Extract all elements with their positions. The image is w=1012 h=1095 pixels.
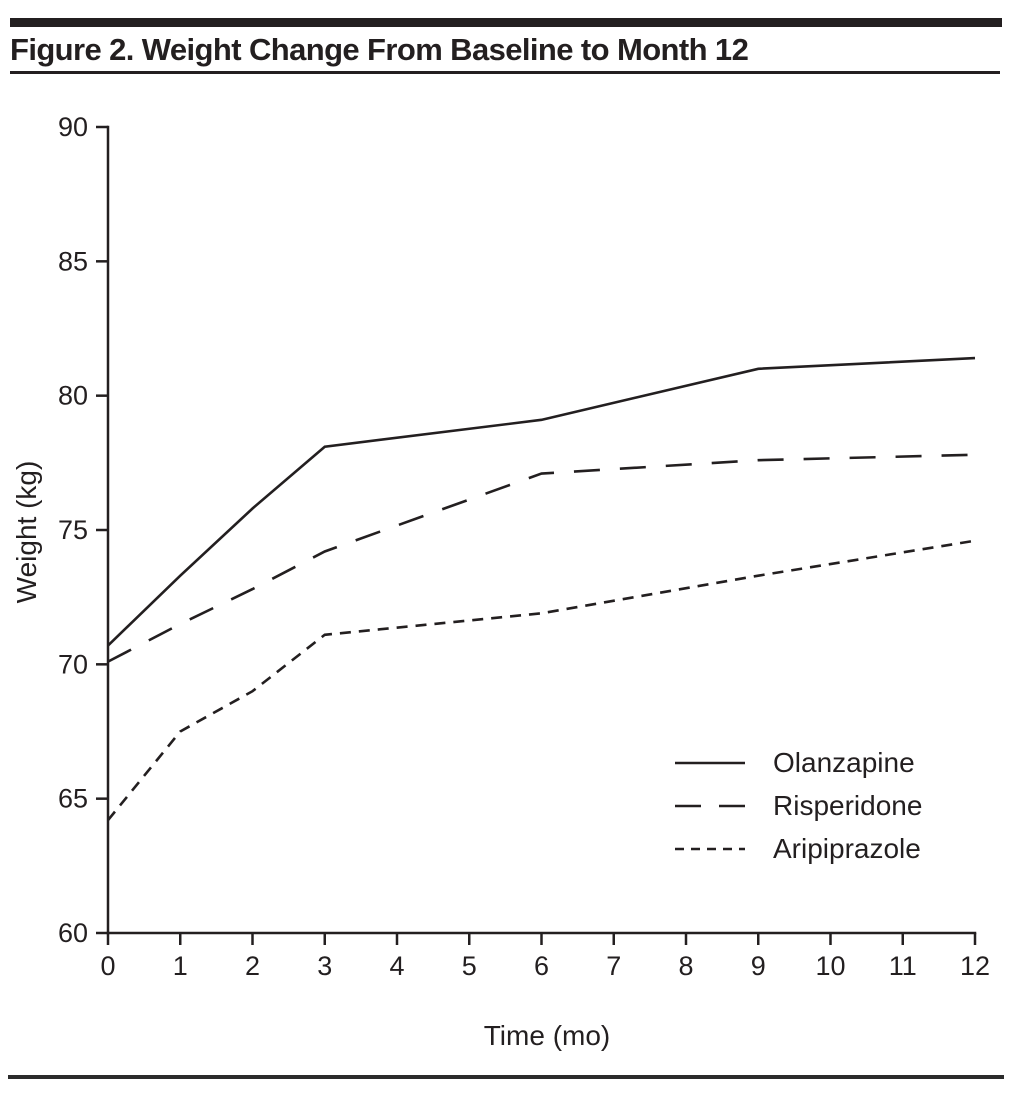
x-tick-label: 3 [317,951,332,981]
top-bar [10,18,1002,27]
y-tick-label: 80 [58,381,88,411]
x-tick-label: 6 [534,951,549,981]
y-tick-label: 90 [58,112,88,142]
y-tick-label: 70 [58,649,88,679]
series-line-risperidone [107,453,976,663]
legend-line-sample-short-dash [675,847,745,850]
legend: Olanzapine Risperidone Aripiprazole [675,741,922,870]
series-line-aripiprazole [106,539,976,821]
y-tick-label: 65 [58,784,88,814]
x-tick-label: 12 [960,951,990,981]
y-tick-label: 60 [58,918,88,948]
figure-title: Figure 2. Weight Change From Baseline to… [10,32,749,67]
series-line-olanzapine [107,356,976,647]
y-axis-title: Weight (kg) [11,460,42,604]
x-tick-label: 10 [815,951,845,981]
legend-label-risperidone: Risperidone [773,789,923,821]
x-tick-label: 5 [462,951,477,981]
y-tick-label: 75 [58,515,88,545]
y-tick-label: 85 [58,246,88,276]
x-tick-label: 8 [678,951,693,981]
legend-item-aripiprazole: Aripiprazole [675,827,922,870]
legend-item-risperidone: Risperidone [675,784,922,827]
legend-line-sample-solid [675,761,745,764]
x-tick-label: 11 [889,951,917,981]
x-tick-label: 1 [173,951,188,981]
legend-label-olanzapine: Olanzapine [773,746,915,778]
x-tick-label: 2 [245,951,260,981]
title-rule [10,71,1000,74]
legend-item-olanzapine: Olanzapine [675,741,922,784]
bottom-rule [8,1075,1004,1079]
x-axis-title: Time (mo) [483,1020,611,1051]
legend-line-sample-long-dash [675,804,745,807]
x-tick-label: 9 [751,951,766,981]
x-tick-label: 4 [389,951,404,981]
x-tick-label: 7 [606,951,621,981]
x-tick-label: 0 [100,951,115,981]
legend-label-aripiprazole: Aripiprazole [773,832,921,864]
